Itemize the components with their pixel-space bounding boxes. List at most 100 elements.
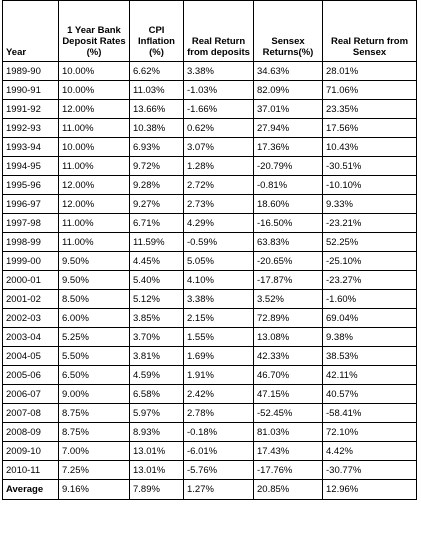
sensex-returns-cell: -52.45%	[253, 403, 323, 423]
real-return-deposits-cell: 1.55%	[183, 327, 254, 347]
table-row: 2008-09 8.75% 8.93% -0.18% 81.03% 72.10%	[2, 422, 417, 442]
cpi-inflation-cell: 8.93%	[129, 422, 184, 442]
sensex-returns-cell: 42.33%	[253, 346, 323, 366]
real-return-deposits-cell: 1.69%	[183, 346, 254, 366]
cpi-inflation-cell: 11.03%	[129, 80, 184, 100]
table-body: 1989-90 10.00% 6.62% 3.38% 34.63% 28.01% 1990-…	[2, 61, 417, 500]
year-cell: 1989-90	[2, 61, 59, 81]
deposit-rate-cell: 12.00%	[58, 194, 130, 214]
deposit-rate-cell: 12.00%	[58, 99, 130, 119]
deposit-rate-cell: 7.25%	[58, 460, 130, 480]
deposit-rate-cell: 9.50%	[58, 251, 130, 271]
average-deposit-rate: 9.16%	[58, 479, 130, 500]
real-return-sensex-cell: 42.11%	[322, 365, 417, 385]
real-return-sensex-cell: 9.33%	[322, 194, 417, 214]
sensex-returns-cell: 18.60%	[253, 194, 323, 214]
deposit-rate-cell: 7.00%	[58, 441, 130, 461]
real-return-sensex-cell: 38.53%	[322, 346, 417, 366]
year-cell: 2003-04	[2, 327, 59, 347]
deposit-rate-cell: 12.00%	[58, 175, 130, 195]
table-row: 2003-04 5.25% 3.70% 1.55% 13.08% 9.38%	[2, 327, 417, 347]
real-return-deposits-cell: 2.72%	[183, 175, 254, 195]
real-return-deposits-cell: 4.10%	[183, 270, 254, 290]
year-cell: 2001-02	[2, 289, 59, 309]
real-return-sensex-cell: -25.10%	[322, 251, 417, 271]
deposit-rate-cell: 11.00%	[58, 156, 130, 176]
cpi-inflation-cell: 11.59%	[129, 232, 184, 252]
real-return-sensex-cell: -58.41%	[322, 403, 417, 423]
sensex-returns-cell: -17.87%	[253, 270, 323, 290]
cpi-inflation-cell: 6.62%	[129, 61, 184, 81]
table-row: 2007-08 8.75% 5.97% 2.78% -52.45% -58.41%	[2, 403, 417, 423]
year-cell: 1992-93	[2, 118, 59, 138]
sensex-returns-cell: 72.89%	[253, 308, 323, 328]
real-return-sensex-cell: -23.27%	[322, 270, 417, 290]
real-return-sensex-cell: -30.51%	[322, 156, 417, 176]
sensex-returns-cell: 81.03%	[253, 422, 323, 442]
real-return-deposits-cell: 2.42%	[183, 384, 254, 404]
year-cell: 1997-98	[2, 213, 59, 233]
real-return-deposits-cell: 0.62%	[183, 118, 254, 138]
real-return-deposits-cell: 1.91%	[183, 365, 254, 385]
sensex-returns-cell: -0.81%	[253, 175, 323, 195]
real-return-deposits-cell: 2.78%	[183, 403, 254, 423]
deposit-rate-cell: 11.00%	[58, 213, 130, 233]
cpi-inflation-cell: 3.85%	[129, 308, 184, 328]
real-return-sensex-cell: 72.10%	[322, 422, 417, 442]
cpi-inflation-cell: 10.38%	[129, 118, 184, 138]
table-row: 1993-94 10.00% 6.93% 3.07% 17.36% 10.43%	[2, 137, 417, 157]
deposit-rate-cell: 8.75%	[58, 422, 130, 442]
year-cell: 1996-97	[2, 194, 59, 214]
real-return-sensex-cell: 40.57%	[322, 384, 417, 404]
cpi-inflation-cell: 6.93%	[129, 137, 184, 157]
cpi-inflation-cell: 6.58%	[129, 384, 184, 404]
deposit-rate-cell: 9.50%	[58, 270, 130, 290]
table-row: 1990-91 10.00% 11.03% -1.03% 82.09% 71.06%	[2, 80, 417, 100]
table-row: 1996-97 12.00% 9.27% 2.73% 18.60% 9.33%	[2, 194, 417, 214]
year-cell: 2000-01	[2, 270, 59, 290]
year-cell: 1993-94	[2, 137, 59, 157]
sensex-returns-cell: 37.01%	[253, 99, 323, 119]
deposit-rate-cell: 8.75%	[58, 403, 130, 423]
real-return-sensex-cell: 28.01%	[322, 61, 417, 81]
deposit-rate-cell: 5.25%	[58, 327, 130, 347]
real-return-deposits-cell: -0.59%	[183, 232, 254, 252]
sensex-returns-cell: -16.50%	[253, 213, 323, 233]
cpi-inflation-cell: 3.70%	[129, 327, 184, 347]
year-cell: 2005-06	[2, 365, 59, 385]
cpi-inflation-cell: 5.97%	[129, 403, 184, 423]
real-return-sensex-cell: 71.06%	[322, 80, 417, 100]
average-real-return-sensex: 12.96%	[322, 479, 417, 500]
sensex-returns-cell: 3.52%	[253, 289, 323, 309]
year-cell: 2002-03	[2, 308, 59, 328]
sensex-returns-cell: 27.94%	[253, 118, 323, 138]
real-return-sensex-cell: 10.43%	[322, 137, 417, 157]
table-row: 1998-99 11.00% 11.59% -0.59% 63.83% 52.25%	[2, 232, 417, 252]
real-return-deposits-cell: -0.18%	[183, 422, 254, 442]
cpi-inflation-cell: 5.40%	[129, 270, 184, 290]
real-return-deposits-cell: 2.73%	[183, 194, 254, 214]
sensex-returns-cell: 46.70%	[253, 365, 323, 385]
table-row: 2004-05 5.50% 3.81% 1.69% 42.33% 38.53%	[2, 346, 417, 366]
year-cell: 1990-91	[2, 80, 59, 100]
year-cell: 2006-07	[2, 384, 59, 404]
cpi-inflation-cell: 6.71%	[129, 213, 184, 233]
average-label: Average	[2, 479, 59, 500]
cpi-inflation-cell: 9.27%	[129, 194, 184, 214]
deposit-rate-cell: 6.50%	[58, 365, 130, 385]
cpi-inflation-cell: 13.01%	[129, 460, 184, 480]
deposit-rate-cell: 10.00%	[58, 61, 130, 81]
deposit-rate-cell: 11.00%	[58, 232, 130, 252]
year-cell: 1991-92	[2, 99, 59, 119]
year-cell: 2008-09	[2, 422, 59, 442]
year-cell: 2007-08	[2, 403, 59, 423]
table-row: 1989-90 10.00% 6.62% 3.38% 34.63% 28.01%	[2, 61, 417, 81]
sensex-returns-cell: 17.36%	[253, 137, 323, 157]
table-row: 1995-96 12.00% 9.28% 2.72% -0.81% -10.10%	[2, 175, 417, 195]
sensex-returns-cell: -20.79%	[253, 156, 323, 176]
table-row: 1999-00 9.50% 4.45% 5.05% -20.65% -25.10%	[2, 251, 417, 271]
real-return-sensex-cell: -30.77%	[322, 460, 417, 480]
sensex-returns-cell: 82.09%	[253, 80, 323, 100]
deposit-rate-cell: 10.00%	[58, 137, 130, 157]
